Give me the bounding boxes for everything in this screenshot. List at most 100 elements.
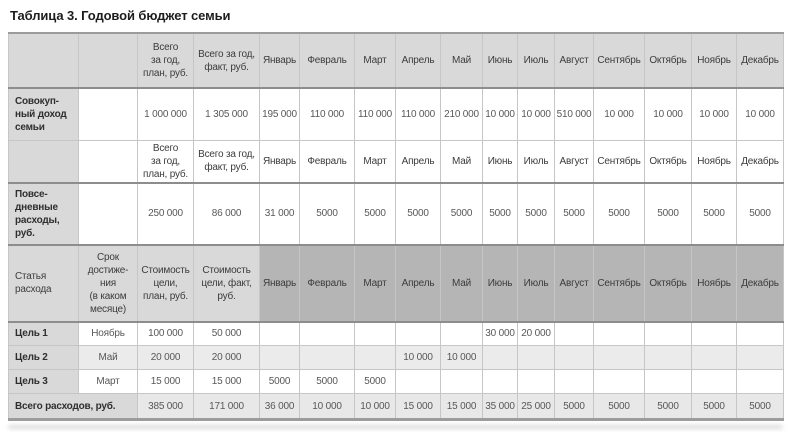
month-header-cell: Ноябрь	[691, 32, 737, 89]
empty-value-cell	[440, 321, 483, 346]
value-cell: 36 000	[259, 393, 300, 421]
empty-value-cell	[395, 321, 441, 346]
month-header-cell: Ноябрь	[691, 139, 737, 184]
value-cell: 210 000	[440, 87, 483, 141]
empty-value-cell	[517, 345, 555, 370]
empty-value-cell	[554, 345, 594, 370]
row-label-cell: Цель 1	[8, 321, 79, 346]
month-header-cell: Апрель	[395, 244, 441, 323]
value-cell: 20 000	[517, 321, 555, 346]
empty-value-cell	[593, 369, 645, 394]
value-cell: 50 000	[193, 321, 260, 346]
value-cell: 5000	[517, 182, 555, 246]
value-cell: 10 000	[482, 87, 518, 141]
value-cell: 35 000	[482, 393, 518, 421]
value-cell: 31 000	[259, 182, 300, 246]
value-cell: 10 000	[593, 87, 645, 141]
empty-value-cell	[440, 369, 483, 394]
value-cell: Май	[78, 345, 138, 370]
month-header-cell: Декабрь	[736, 32, 784, 89]
empty-value-cell	[691, 321, 737, 346]
page-title: Таблица 3. Годовой бюджет семьи	[10, 8, 231, 23]
month-header-cell: Август	[554, 139, 594, 184]
empty-value-cell	[299, 321, 355, 346]
value-cell: 110 000	[299, 87, 355, 141]
value-cell: 5000	[259, 369, 300, 394]
value-cell: 100 000	[137, 321, 194, 346]
value-cell: 10 000	[517, 87, 555, 141]
value-cell: 10 000	[440, 345, 483, 370]
value-cell: 20 000	[137, 345, 194, 370]
empty-value-cell	[395, 369, 441, 394]
table-shadow	[8, 425, 783, 429]
value-cell: Ноябрь	[78, 321, 138, 346]
month-header-cell: Июль	[517, 32, 555, 89]
value-cell: 5000	[299, 369, 355, 394]
table-row: Всего расходов, руб. 385 000 171 000 36 000…	[8, 393, 784, 421]
empty-value-cell	[482, 369, 518, 394]
month-header-cell: Май	[440, 32, 483, 89]
table-row: Цель 3 Март 15 000 15 000 5000 5000 5000	[8, 369, 784, 394]
empty-value-cell	[554, 321, 594, 346]
month-header-cell: Июнь	[482, 32, 518, 89]
table-row: Статья расхода Срок достиже- ния (в каком…	[8, 244, 784, 323]
empty-value-cell	[644, 345, 692, 370]
value-cell: 5000	[644, 182, 692, 246]
month-header-cell: Июль	[517, 139, 555, 184]
month-header-cell: Июнь	[482, 244, 518, 323]
empty-value-cell	[691, 369, 737, 394]
value-cell: 1 000 000	[137, 87, 194, 141]
value-cell: 5000	[354, 369, 396, 394]
month-header-cell: Февраль	[299, 32, 355, 89]
month-header-cell: Октябрь	[644, 139, 692, 184]
value-cell: 510 000	[554, 87, 594, 141]
value-cell: 15 000	[440, 393, 483, 421]
month-header-cell: Декабрь	[736, 244, 784, 323]
empty-header-cell	[78, 139, 138, 184]
value-cell: 5000	[736, 182, 784, 246]
value-cell: 1 305 000	[193, 87, 260, 141]
month-header-cell: Март	[354, 139, 396, 184]
empty-header-cell	[78, 32, 138, 89]
value-cell: 10 000	[736, 87, 784, 141]
value-cell: 15 000	[137, 369, 194, 394]
month-header-cell: Июль	[517, 244, 555, 323]
empty-value-cell	[554, 369, 594, 394]
row-label-cell: Совокуп- ный доход семьи	[8, 87, 79, 141]
month-header-cell: Апрель	[395, 139, 441, 184]
row-label-cell: Цель 3	[8, 369, 79, 394]
table-row: Совокуп- ный доход семьи 1 000 000 1 305 0…	[8, 87, 784, 141]
value-cell: 5000	[554, 393, 594, 421]
column-header-cell: Статья расхода	[8, 244, 79, 323]
empty-value-cell	[644, 369, 692, 394]
value-cell: 10 000	[395, 345, 441, 370]
value-cell: 10 000	[644, 87, 692, 141]
month-header-cell: Апрель	[395, 32, 441, 89]
month-header-cell: Май	[440, 139, 483, 184]
column-header-cell: Всего за год, план, руб.	[137, 32, 194, 89]
month-header-cell: Июнь	[482, 139, 518, 184]
value-cell: 5000	[691, 182, 737, 246]
column-header-cell: Всего за год, план, руб.	[137, 139, 194, 184]
column-header-cell: Стоимость цели, факт, руб.	[193, 244, 260, 323]
table-row: Повсе- дневные расходы, руб. 250 000 86 00…	[8, 182, 784, 246]
table-row: Всего за год, план, руб. Всего за год, фа…	[8, 32, 784, 89]
empty-value-cell	[736, 321, 784, 346]
value-cell: 5000	[736, 393, 784, 421]
month-header-cell: Октябрь	[644, 244, 692, 323]
budget-table: Всего за год, план, руб. Всего за год, фа…	[8, 32, 784, 421]
row-label-cell: Цель 2	[8, 345, 79, 370]
value-cell: 385 000	[137, 393, 194, 421]
month-header-cell: Март	[354, 244, 396, 323]
empty-value-cell	[593, 345, 645, 370]
empty-value-cell	[259, 321, 300, 346]
value-cell: 5000	[440, 182, 483, 246]
column-header-cell: Всего за год, факт, руб.	[193, 32, 260, 89]
empty-value-cell	[482, 345, 518, 370]
month-header-cell: Декабрь	[736, 139, 784, 184]
table-row: Всего за год, план, руб. Всего за год, фа…	[8, 139, 784, 184]
value-cell: 5000	[354, 182, 396, 246]
month-header-cell: Март	[354, 32, 396, 89]
value-cell: 15 000	[193, 369, 260, 394]
month-header-cell: Октябрь	[644, 32, 692, 89]
